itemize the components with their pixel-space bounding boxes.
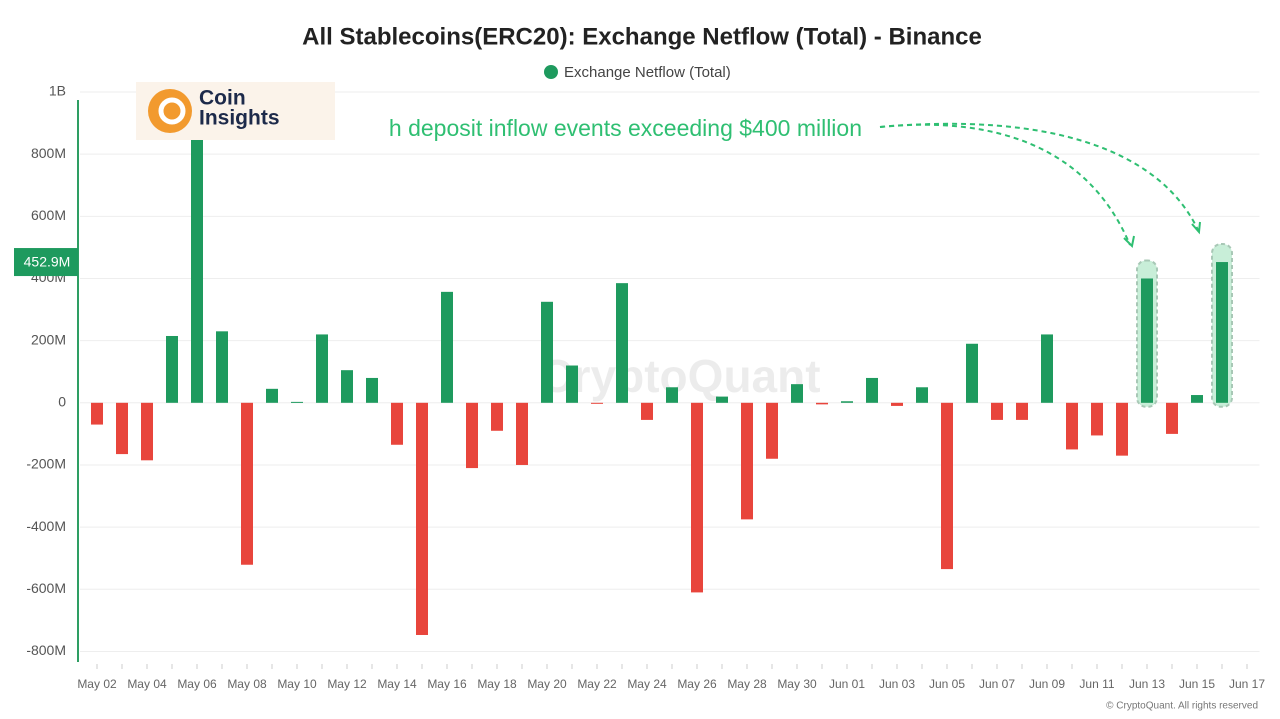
bar: [791, 384, 803, 403]
bar: [841, 401, 853, 403]
bar: [141, 402, 153, 461]
bar: [816, 402, 828, 405]
bar: [641, 402, 653, 420]
x-tick-label: May 04: [127, 677, 167, 691]
x-tick-label: May 16: [427, 677, 467, 691]
bar: [491, 402, 503, 431]
legend-label: Exchange Netflow (Total): [564, 64, 731, 81]
footer: © CryptoQuant. All rights reserved: [1106, 701, 1258, 712]
bar: [1116, 402, 1128, 456]
bar: [616, 283, 628, 403]
bar: [116, 402, 128, 455]
x-tick-label: May 08: [227, 677, 267, 691]
bar: [316, 334, 328, 403]
x-tick-label: Jun 11: [1079, 677, 1114, 691]
bar: [866, 377, 878, 403]
bar: [91, 402, 103, 425]
bar: [241, 402, 253, 565]
bar: [1216, 262, 1228, 403]
bar: [1016, 402, 1028, 420]
bar: [1041, 334, 1053, 403]
bar: [1066, 402, 1078, 450]
x-tick-label: May 28: [727, 677, 767, 691]
x-tick-label: Jun 07: [979, 677, 1015, 691]
bar: [566, 365, 578, 403]
bar: [741, 402, 753, 520]
bar: [1166, 402, 1178, 434]
x-tick-label: May 12: [327, 677, 367, 691]
bar: [1191, 395, 1203, 403]
bar: [466, 402, 478, 469]
x-tick-label: Jun 09: [1029, 677, 1065, 691]
y-tick-label: -400M: [26, 518, 66, 534]
x-tick-label: May 20: [527, 677, 567, 691]
y-tick-label: -200M: [26, 456, 66, 472]
bar: [591, 402, 603, 404]
y-tick-label: -800M: [26, 642, 66, 658]
logo-icon: [148, 89, 192, 133]
y-tick-label: 0: [58, 394, 66, 410]
bar: [1091, 402, 1103, 436]
bar: [666, 387, 678, 403]
bar: [391, 402, 403, 445]
y-tick-label: 800M: [31, 145, 66, 161]
arrow-head: [1123, 221, 1201, 249]
arrow: [879, 123, 1131, 246]
legend-swatch: [544, 65, 558, 79]
annotation: h deposit inflow events exceeding $400 m…: [389, 115, 862, 141]
y-tick-label: -600M: [26, 580, 66, 596]
logo-icon-ring: [158, 97, 186, 125]
highlight-marker: [14, 248, 78, 277]
bar: [191, 107, 203, 403]
chart-title: All Stablecoins(ERC20): Exchange Netflow…: [302, 23, 982, 50]
x-tick-label: May 10: [277, 677, 317, 691]
plot: -800M-600M-400M-200M0200M400M600M800M1BM…: [14, 83, 1265, 691]
bar: [341, 370, 353, 403]
x-tick-label: Jun 15: [1179, 677, 1215, 691]
bar: [966, 343, 978, 403]
x-tick-label: May 26: [677, 677, 717, 691]
x-tick-label: Jun 05: [929, 677, 965, 691]
logo-text: Insights: [199, 107, 280, 130]
highlight-label: 452.9M: [24, 254, 71, 270]
x-tick-label: Jun 01: [829, 677, 865, 691]
x-tick-label: May 14: [377, 677, 417, 691]
bar: [891, 402, 903, 406]
bar: [541, 301, 553, 403]
x-tick-label: May 18: [477, 677, 517, 691]
y-tick-label: 1B: [49, 83, 66, 99]
bar: [516, 402, 528, 465]
bar: [766, 402, 778, 459]
bar: [166, 335, 178, 403]
x-tick-label: May 30: [777, 677, 817, 691]
bar: [441, 291, 453, 403]
y-tick-label: 600M: [31, 207, 66, 223]
y-tick-label: 200M: [31, 331, 66, 347]
bar: [991, 402, 1003, 420]
x-tick-label: May 06: [177, 677, 217, 691]
bar: [291, 401, 303, 403]
bar: [691, 402, 703, 593]
x-tick-label: May 24: [627, 677, 667, 691]
x-tick-label: Jun 13: [1129, 677, 1165, 691]
bar: [366, 377, 378, 403]
watermark: CryptoQuant: [539, 350, 820, 402]
bar: [916, 387, 928, 403]
arrow: [879, 122, 1199, 231]
x-tick-label: Jun 17: [1229, 677, 1265, 691]
x-tick-label: May 02: [77, 677, 117, 691]
bar: [416, 402, 428, 635]
logo-text: Coin: [199, 87, 246, 110]
bar: [941, 402, 953, 570]
x-tick-label: May 22: [577, 677, 617, 691]
bar: [716, 396, 728, 403]
bar: [216, 331, 228, 403]
x-tick-label: Jun 03: [879, 677, 915, 691]
bar: [266, 388, 278, 403]
bar: [1141, 278, 1153, 403]
